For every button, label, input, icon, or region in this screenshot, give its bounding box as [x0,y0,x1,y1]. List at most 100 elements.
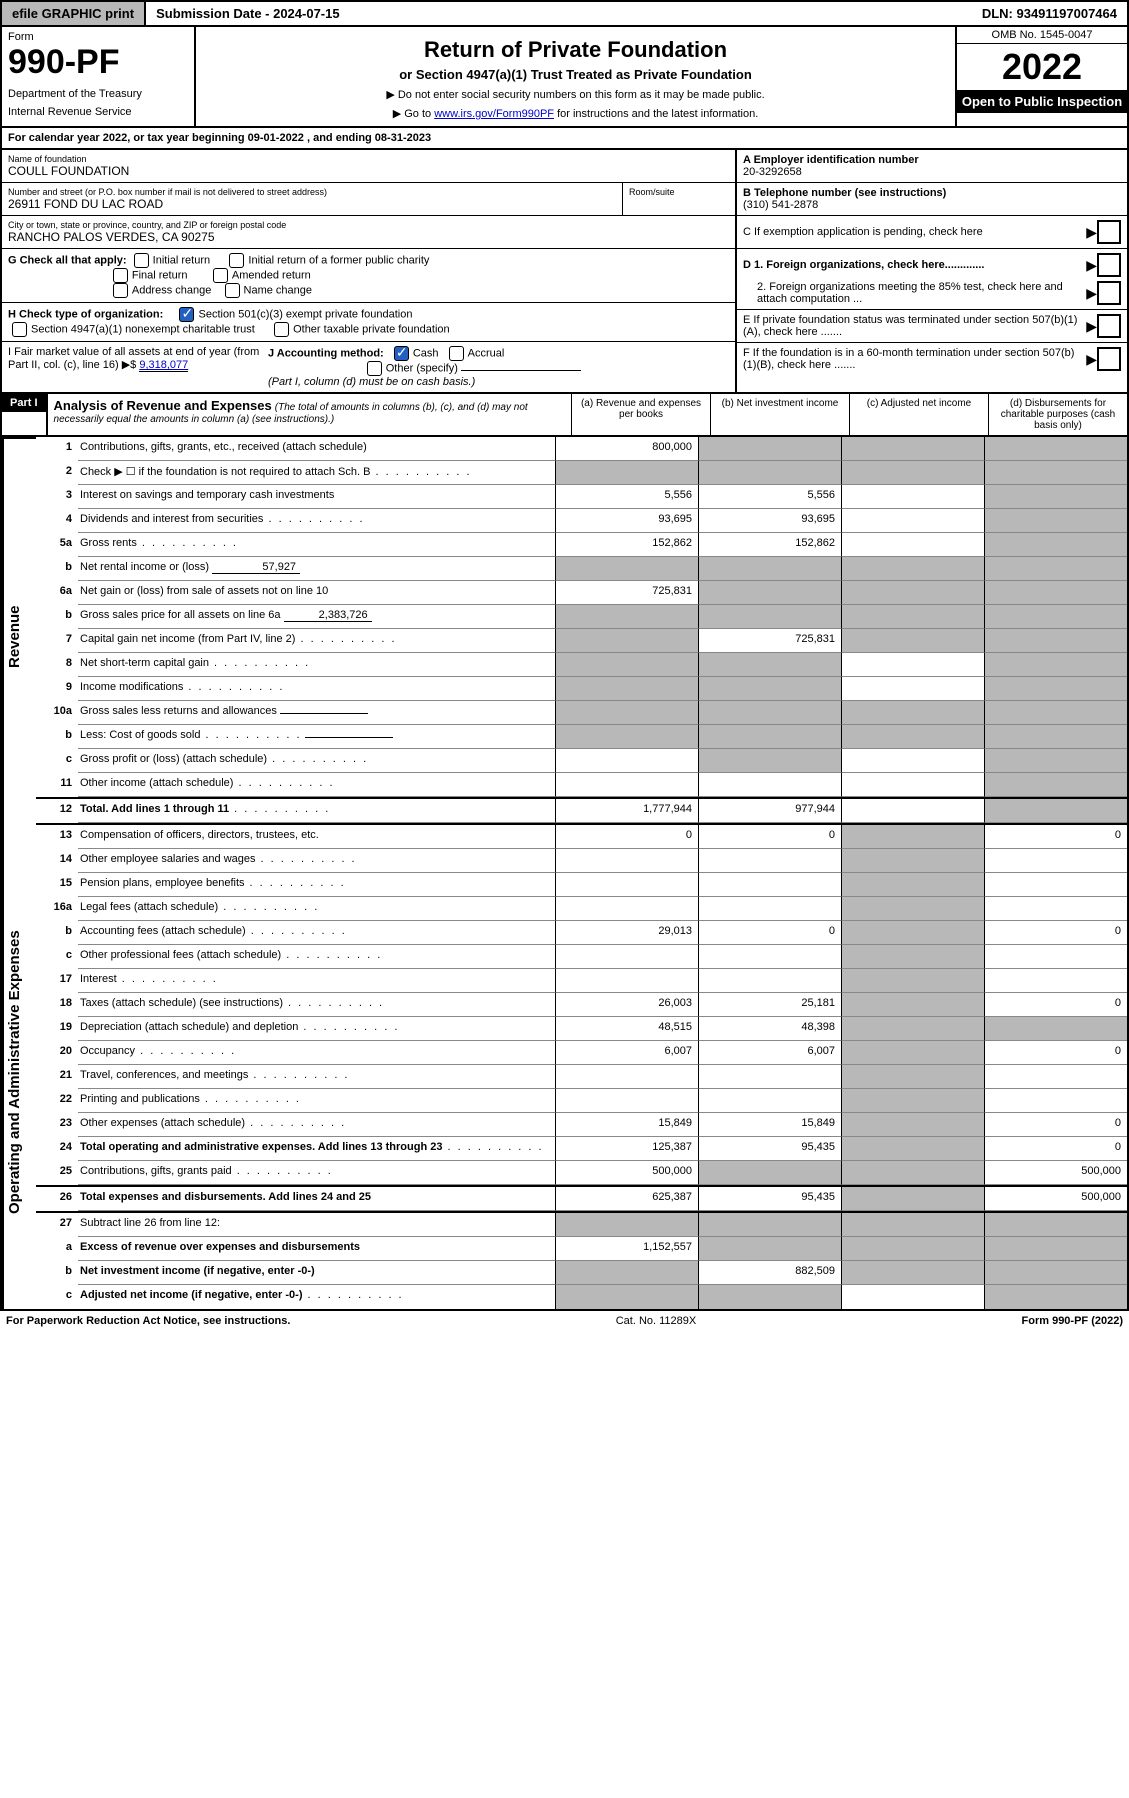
section-f: F If the foundation is in a 60-month ter… [737,343,1127,375]
revenue-side-label: Revenue [2,437,36,835]
row-10c: cGross profit or (loss) (attach schedule… [36,749,1127,773]
row-7: 7Capital gain net income (from Part IV, … [36,629,1127,653]
col-b-header: (b) Net investment income [710,394,849,435]
row-24: 24Total operating and administrative exp… [36,1137,1127,1161]
row-16a: 16aLegal fees (attach schedule) [36,897,1127,921]
checkbox-501c3[interactable] [179,307,194,322]
row-11: 11Other income (attach schedule) [36,773,1127,797]
footer-left: For Paperwork Reduction Act Notice, see … [6,1315,290,1327]
col-c-header: (c) Adjusted net income [849,394,988,435]
row-27: 27Subtract line 26 from line 12: [36,1211,1127,1237]
checkbox-accrual[interactable] [449,346,464,361]
row-2: 2Check ▶ ☐ if the foundation is not requ… [36,461,1127,485]
checkbox-cash[interactable] [394,346,409,361]
form-title: Return of Private Foundation [202,37,949,63]
section-d: D 1. Foreign organizations, check here..… [737,249,1127,310]
foundation-name-cell: Name of foundation COULL FOUNDATION [2,150,735,183]
col-a-header: (a) Revenue and expenses per books [571,394,710,435]
checkbox-f[interactable] [1097,347,1121,371]
header-right: OMB No. 1545-0047 2022 Open to Public In… [955,27,1127,126]
checkbox-other-method[interactable] [367,361,382,376]
dept-treasury: Department of the Treasury [8,88,188,100]
dln-label: DLN: 93491197007464 [972,2,1127,25]
phone-cell: B Telephone number (see instructions) (3… [737,183,1127,216]
row-20: 20Occupancy 6,0076,0070 [36,1041,1127,1065]
row-27c: cAdjusted net income (if negative, enter… [36,1285,1127,1309]
form-subtitle: or Section 4947(a)(1) Trust Treated as P… [202,67,949,82]
checkbox-d2[interactable] [1097,281,1121,305]
row-1: 1Contributions, gifts, grants, etc., rec… [36,437,1127,461]
expenses-side-label: Operating and Administrative Expenses [2,835,36,1309]
omb-number: OMB No. 1545-0047 [957,27,1127,44]
part1-header-row: Part I Analysis of Revenue and Expenses … [0,394,1129,437]
row-4: 4Dividends and interest from securities … [36,509,1127,533]
footer-catalog: Cat. No. 11289X [616,1315,697,1327]
row-26: 26Total expenses and disbursements. Add … [36,1185,1127,1211]
instruction-1: ▶ Do not enter social security numbers o… [202,88,949,101]
section-h: H Check type of organization: Section 50… [2,303,735,342]
part1-table: Revenue Operating and Administrative Exp… [0,437,1129,1311]
row-21: 21Travel, conferences, and meetings [36,1065,1127,1089]
identity-section: Name of foundation COULL FOUNDATION Numb… [0,150,1129,394]
row-5b: bNet rental income or (loss) 57,927 [36,557,1127,581]
room-suite: Room/suite [622,183,735,215]
row-17: 17Interest [36,969,1127,993]
tax-year: 2022 [957,44,1127,90]
section-e: E If private foundation status was termi… [737,310,1127,343]
checkbox-initial-return[interactable] [134,253,149,268]
header-center: Return of Private Foundation or Section … [196,27,955,126]
row-22: 22Printing and publications [36,1089,1127,1113]
row-13: 13Compensation of officers, directors, t… [36,823,1127,849]
top-bar: efile GRAPHIC print Submission Date - 20… [0,0,1129,27]
checkbox-address-change[interactable] [113,283,128,298]
checkbox-initial-former[interactable] [229,253,244,268]
checkbox-d1[interactable] [1097,253,1121,277]
row-27b: bNet investment income (if negative, ent… [36,1261,1127,1285]
section-g: G Check all that apply: Initial return I… [2,249,735,303]
row-10a: 10aGross sales less returns and allowanc… [36,701,1127,725]
checkbox-name-change[interactable] [225,283,240,298]
row-25: 25Contributions, gifts, grants paid 500,… [36,1161,1127,1185]
part1-label: Part I [2,394,46,412]
city-cell: City or town, state or province, country… [2,216,735,249]
checkbox-other-taxable[interactable] [274,322,289,337]
open-public-badge: Open to Public Inspection [957,90,1127,113]
part1-description: Analysis of Revenue and Expenses (The to… [48,394,571,435]
row-23: 23Other expenses (attach schedule) 15,84… [36,1113,1127,1137]
efile-print-button[interactable]: efile GRAPHIC print [2,2,146,25]
checkbox-amended[interactable] [213,268,228,283]
ein-cell: A Employer identification number 20-3292… [737,150,1127,183]
row-16c: cOther professional fees (attach schedul… [36,945,1127,969]
section-c: C If exemption application is pending, c… [737,216,1127,249]
row-6b: bGross sales price for all assets on lin… [36,605,1127,629]
checkbox-c[interactable] [1097,220,1121,244]
row-3: 3Interest on savings and temporary cash … [36,485,1127,509]
row-14: 14Other employee salaries and wages [36,849,1127,873]
row-18: 18Taxes (attach schedule) (see instructi… [36,993,1127,1017]
form-header: Form 990-PF Department of the Treasury I… [0,27,1129,128]
row-15: 15Pension plans, employee benefits [36,873,1127,897]
calendar-year-line: For calendar year 2022, or tax year begi… [0,128,1129,150]
address-row: Number and street (or P.O. box number if… [2,183,735,216]
col-d-header: (d) Disbursements for charitable purpose… [988,394,1127,435]
instruction-2: ▶ Go to www.irs.gov/Form990PF for instru… [202,107,949,120]
row-5a: 5aGross rents 152,862152,862 [36,533,1127,557]
checkbox-e[interactable] [1097,314,1121,338]
row-8: 8Net short-term capital gain [36,653,1127,677]
row-12: 12Total. Add lines 1 through 11 1,777,94… [36,797,1127,823]
submission-date: Submission Date - 2024-07-15 [146,2,350,25]
section-i-j: I Fair market value of all assets at end… [2,342,735,392]
checkbox-final-return[interactable] [113,268,128,283]
row-10b: bLess: Cost of goods sold [36,725,1127,749]
fmv-value[interactable]: 9,318,077 [139,359,188,372]
irs-label: Internal Revenue Service [8,106,188,118]
footer-form-ref: Form 990-PF (2022) [1022,1315,1123,1327]
row-19: 19Depreciation (attach schedule) and dep… [36,1017,1127,1041]
form-label: Form [8,31,188,43]
row-27a: aExcess of revenue over expenses and dis… [36,1237,1127,1261]
row-16b: bAccounting fees (attach schedule) 29,01… [36,921,1127,945]
row-9: 9Income modifications [36,677,1127,701]
page-footer: For Paperwork Reduction Act Notice, see … [0,1311,1129,1331]
checkbox-4947[interactable] [12,322,27,337]
irs-link[interactable]: www.irs.gov/Form990PF [434,108,554,120]
